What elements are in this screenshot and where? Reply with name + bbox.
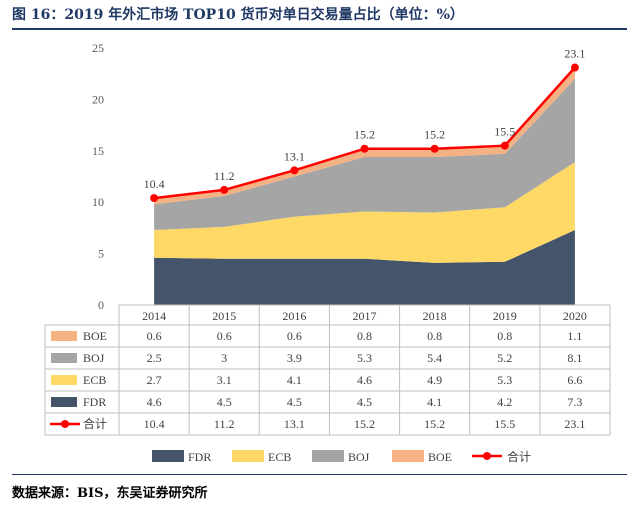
table-cell: 13.1 — [284, 417, 305, 431]
table-cell: 4.5 — [357, 395, 372, 409]
legend-label: ECB — [268, 450, 291, 464]
total-data-label: 13.1 — [284, 149, 305, 163]
title-rule — [12, 28, 627, 30]
table-cell: 0.8 — [427, 329, 442, 343]
table-cell: 15.2 — [424, 417, 445, 431]
table-cell: 1.1 — [567, 329, 582, 343]
table-cell: 5.4 — [427, 351, 442, 365]
legend-label: 合计 — [507, 449, 531, 464]
row-key-swatch — [51, 397, 77, 407]
row-label: ECB — [83, 373, 106, 387]
table-cell: 5.3 — [357, 351, 372, 365]
footer-rule — [12, 474, 627, 475]
table-cell: 7.3 — [567, 395, 582, 409]
table-cell: 4.5 — [217, 395, 232, 409]
y-tick-label: 25 — [92, 41, 104, 55]
row-label: 合计 — [83, 416, 107, 431]
total-data-label: 10.4 — [144, 177, 165, 191]
table-cell: 2.7 — [147, 373, 162, 387]
legend-label: FDR — [188, 450, 211, 464]
row-key-swatch — [51, 331, 77, 341]
y-axis: 0 5 10 15 20 25 — [92, 41, 104, 312]
row-key-swatch — [51, 375, 77, 385]
total-point — [360, 144, 369, 153]
legend-key-swatch — [392, 450, 424, 462]
table-cell: 15.5 — [494, 417, 515, 431]
table-cell: 4.2 — [497, 395, 512, 409]
total-line: 10.4 11.2 13.1 15.2 15.2 15.5 23.1 — [144, 47, 585, 203]
table-cell: 11.2 — [214, 417, 235, 431]
table-cell: 3.1 — [217, 373, 232, 387]
table-cell: 23.1 — [564, 417, 585, 431]
table-cell: 0.6 — [217, 329, 232, 343]
table-cell: 0.6 — [287, 329, 302, 343]
table-cell: 4.9 — [427, 373, 442, 387]
legend-key-marker — [483, 452, 491, 460]
stacked-areas — [154, 67, 575, 305]
legend-key-swatch — [232, 450, 264, 462]
x-category-label: 2017 — [353, 309, 377, 323]
area-boj — [154, 78, 575, 230]
total-data-label: 15.5 — [494, 125, 515, 139]
total-point — [430, 144, 439, 153]
row-key-swatch — [51, 353, 77, 363]
total-point — [500, 141, 509, 150]
source-note: 数据来源：BIS，东吴证券研究所 — [12, 486, 208, 501]
row-label: BOJ — [83, 351, 105, 365]
total-data-label: 23.1 — [564, 47, 585, 61]
y-tick-label: 15 — [92, 144, 104, 158]
total-data-label: 15.2 — [354, 128, 375, 142]
x-category-label: 2015 — [212, 309, 236, 323]
table-cell: 4.1 — [427, 395, 442, 409]
table-cell: 10.4 — [144, 417, 165, 431]
total-point — [150, 194, 159, 203]
table-cell: 15.2 — [354, 417, 375, 431]
total-data-label: 11.2 — [214, 169, 235, 183]
row-label: FDR — [83, 395, 106, 409]
table-cell: 4.6 — [357, 373, 372, 387]
table-cell: 4.1 — [287, 373, 302, 387]
table-cell: 0.8 — [497, 329, 512, 343]
x-category-label: 2014 — [142, 309, 166, 323]
total-point — [290, 166, 299, 175]
table-cell: 4.5 — [287, 395, 302, 409]
table-cell: 5.3 — [497, 373, 512, 387]
y-tick-label: 10 — [92, 195, 104, 209]
total-point — [570, 63, 579, 72]
table-cell: 0.8 — [357, 329, 372, 343]
total-data-label: 15.2 — [424, 128, 445, 142]
row-label: BOE — [83, 329, 107, 343]
figure-title: 图 16：2019 年外汇市场 TOP10 货币对单日交易量占比（单位：%） — [12, 7, 464, 23]
table-cell: 2.5 — [147, 351, 162, 365]
legend-label: BOJ — [348, 450, 370, 464]
x-category-label: 2020 — [563, 309, 587, 323]
table-cell: 0.6 — [147, 329, 162, 343]
x-category-label: 2019 — [493, 309, 517, 323]
row-key-marker — [61, 420, 69, 428]
area-ecb — [154, 162, 575, 263]
table-cell: 3 — [221, 351, 227, 365]
y-tick-label: 5 — [98, 247, 104, 261]
table-cell: 5.2 — [497, 351, 512, 365]
legend-key-swatch — [152, 450, 184, 462]
x-category-label: 2016 — [282, 309, 306, 323]
legend-key-swatch — [312, 450, 344, 462]
total-point — [220, 185, 229, 194]
table-cell: 3.9 — [287, 351, 302, 365]
table-cell: 6.6 — [567, 373, 582, 387]
data-table: 2014 2015 2016 2017 2018 2019 2020 BOE 0.6 0.6 0.6… — [44, 304, 611, 436]
table-cell: 4.6 — [147, 395, 162, 409]
area-fdr — [154, 230, 575, 305]
table-cell: 8.1 — [567, 351, 582, 365]
x-category-label: 2018 — [423, 309, 447, 323]
legend-label: BOE — [428, 450, 452, 464]
legend: FDR ECB BOJ BOE 合计 — [152, 449, 531, 464]
y-tick-label: 0 — [98, 298, 104, 312]
y-tick-label: 20 — [92, 92, 104, 106]
